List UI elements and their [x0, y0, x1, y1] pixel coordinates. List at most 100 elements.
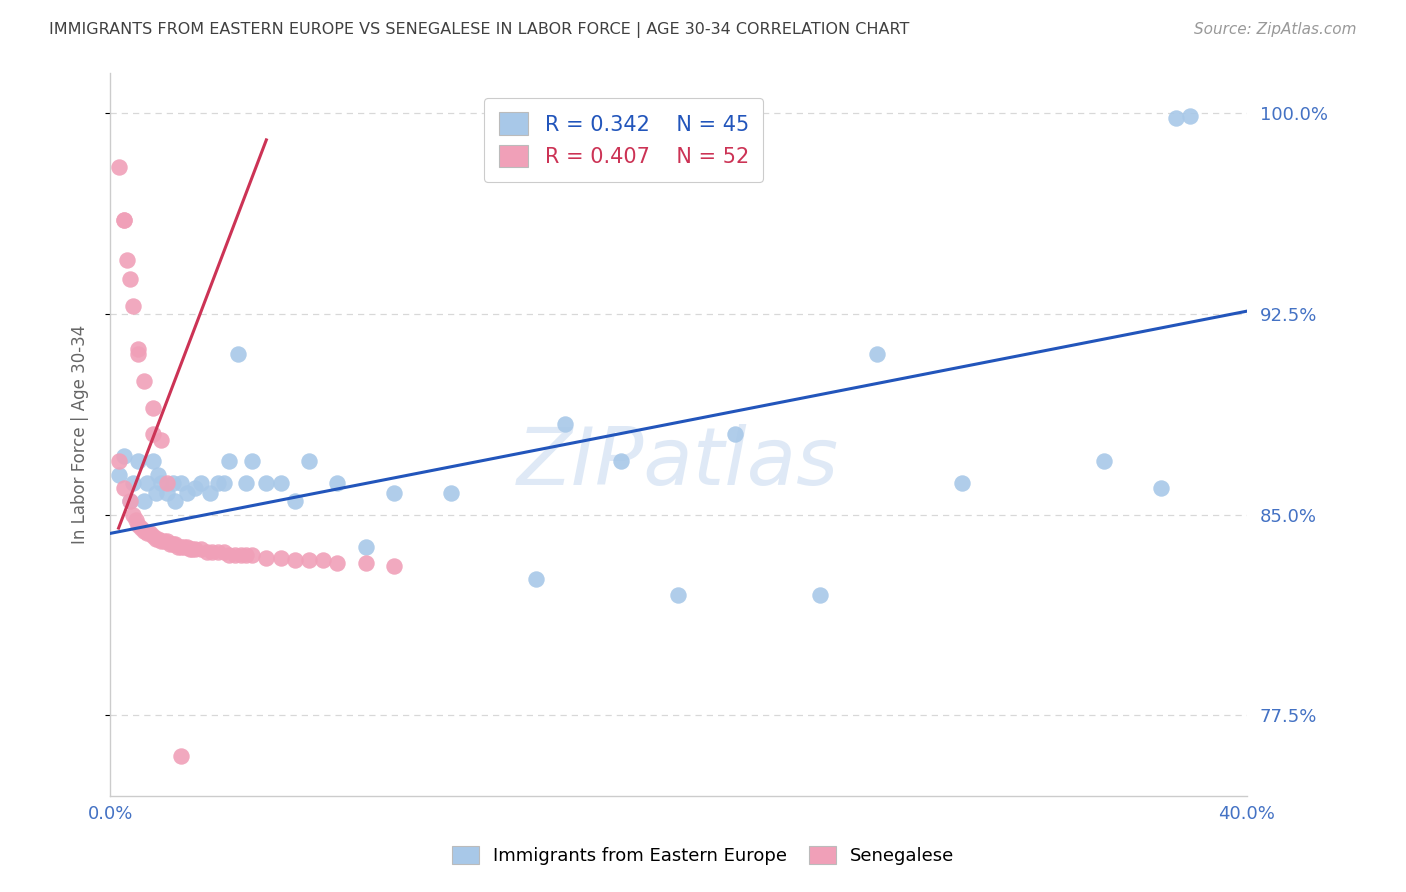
Legend: Immigrants from Eastern Europe, Senegalese: Immigrants from Eastern Europe, Senegale…: [443, 837, 963, 874]
Text: Source: ZipAtlas.com: Source: ZipAtlas.com: [1194, 22, 1357, 37]
Point: [212, 475, 235, 490]
Point: [207, 475, 229, 490]
Point: [139, 526, 162, 541]
Point: [142, 427, 165, 442]
Point: [218, 548, 240, 562]
Point: [148, 467, 170, 482]
Point: [195, 545, 218, 559]
Point: [150, 475, 173, 490]
Point: [118, 494, 141, 508]
Point: [179, 542, 201, 557]
Point: [184, 481, 207, 495]
Point: [173, 540, 195, 554]
Point: [112, 213, 135, 227]
Point: [207, 545, 229, 559]
Point: [554, 417, 576, 431]
Point: [156, 534, 179, 549]
Point: [118, 494, 141, 508]
Point: [134, 374, 156, 388]
Point: [170, 475, 193, 490]
Point: [298, 454, 321, 468]
Point: [184, 542, 207, 557]
Point: [148, 532, 170, 546]
Point: [181, 542, 204, 557]
Point: [107, 160, 129, 174]
Point: [121, 508, 143, 522]
Point: [326, 556, 349, 570]
Point: [440, 486, 463, 500]
Point: [201, 545, 224, 559]
Point: [136, 475, 159, 490]
Point: [112, 481, 135, 495]
Point: [354, 540, 377, 554]
Point: [190, 542, 212, 557]
Point: [142, 401, 165, 415]
Text: ZIPatlas: ZIPatlas: [517, 425, 839, 502]
Point: [326, 475, 349, 490]
Point: [131, 521, 153, 535]
Point: [298, 553, 321, 567]
Point: [145, 532, 167, 546]
Point: [127, 347, 149, 361]
Y-axis label: In Labor Force | Age 30-34: In Labor Force | Age 30-34: [72, 325, 89, 544]
Point: [127, 518, 149, 533]
Point: [134, 494, 156, 508]
Point: [312, 553, 335, 567]
Point: [107, 454, 129, 468]
Point: [382, 486, 405, 500]
Point: [153, 534, 176, 549]
Point: [134, 524, 156, 538]
Point: [666, 588, 689, 602]
Point: [724, 427, 747, 442]
Point: [224, 548, 246, 562]
Point: [156, 486, 179, 500]
Point: [240, 454, 263, 468]
Point: [170, 540, 193, 554]
Point: [952, 475, 974, 490]
Point: [198, 486, 221, 500]
Point: [115, 253, 138, 268]
Point: [808, 588, 831, 602]
Point: [165, 494, 187, 508]
Point: [354, 556, 377, 570]
Text: IMMIGRANTS FROM EASTERN EUROPE VS SENEGALESE IN LABOR FORCE | AGE 30-34 CORRELAT: IMMIGRANTS FROM EASTERN EUROPE VS SENEGA…: [49, 22, 910, 38]
Point: [121, 299, 143, 313]
Point: [1178, 109, 1201, 123]
Point: [118, 272, 141, 286]
Point: [254, 475, 277, 490]
Point: [524, 572, 547, 586]
Point: [150, 534, 173, 549]
Point: [162, 537, 184, 551]
Point: [165, 537, 187, 551]
Point: [170, 748, 193, 763]
Point: [610, 454, 633, 468]
Point: [176, 540, 198, 554]
Point: [112, 213, 135, 227]
Point: [136, 526, 159, 541]
Point: [270, 475, 292, 490]
Point: [150, 433, 173, 447]
Point: [112, 449, 135, 463]
Point: [159, 537, 181, 551]
Point: [1164, 112, 1187, 126]
Point: [254, 550, 277, 565]
Point: [127, 454, 149, 468]
Point: [284, 553, 307, 567]
Point: [1094, 454, 1116, 468]
Point: [121, 475, 143, 490]
Point: [235, 548, 257, 562]
Point: [212, 545, 235, 559]
Point: [142, 529, 165, 543]
Point: [284, 494, 307, 508]
Point: [270, 550, 292, 565]
Legend: R = 0.342    N = 45, R = 0.407    N = 52: R = 0.342 N = 45, R = 0.407 N = 52: [484, 98, 763, 182]
Point: [240, 548, 263, 562]
Point: [167, 540, 190, 554]
Point: [1150, 481, 1173, 495]
Point: [107, 467, 129, 482]
Point: [176, 486, 198, 500]
Point: [382, 558, 405, 573]
Point: [866, 347, 889, 361]
Point: [145, 486, 167, 500]
Point: [127, 342, 149, 356]
